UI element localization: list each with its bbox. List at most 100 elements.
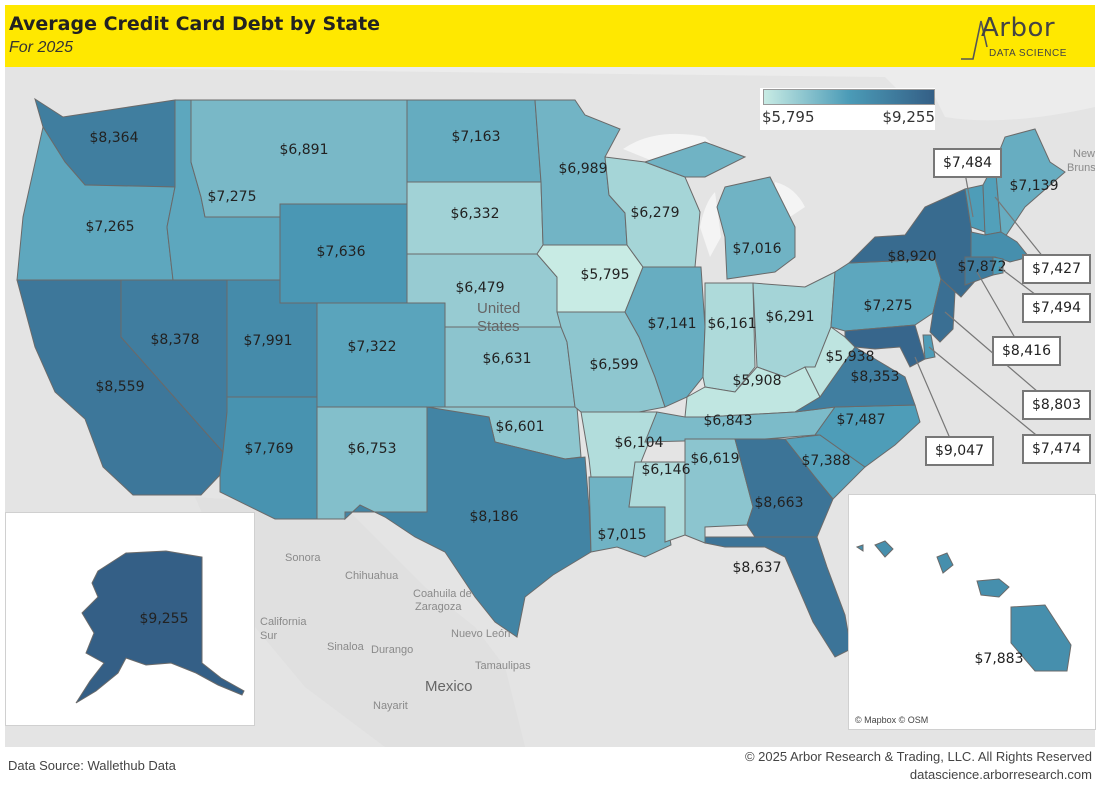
logo-subtitle: DATA SCIENCE	[989, 48, 1067, 59]
label-sinaloa: Sinaloa	[327, 641, 365, 653]
label-united-states-line1: United	[477, 300, 520, 317]
value-label-mi: $7,016	[733, 241, 782, 257]
label-chihuahua: Chihuahua	[345, 570, 399, 582]
title-banner: Average Credit Card Debt by State For 20…	[5, 5, 1095, 67]
value-label-fl: $8,637	[733, 560, 782, 576]
alaska-inset: $9,255	[5, 512, 255, 726]
place-labels: United States Sonora Chihuahua Coahuila …	[260, 148, 1095, 712]
callout-de: $7,474	[1022, 434, 1091, 464]
value-label-ny: $8,920	[888, 249, 937, 265]
state-hi-oahu[interactable]	[936, 552, 954, 574]
state-hi-big-island[interactable]	[1010, 604, 1072, 672]
state-tx[interactable]	[344, 406, 592, 638]
label-sonora: Sonora	[285, 552, 321, 564]
value-label-nm: $6,753	[348, 441, 397, 457]
lake-michigan	[700, 192, 721, 257]
value-label-pa: $7,275	[864, 298, 913, 314]
leader-line-de	[928, 346, 1053, 449]
website: datascience.arborresearch.com	[909, 767, 1092, 782]
value-label-ar: $6,104	[615, 435, 664, 451]
value-label-va: $8,353	[851, 369, 900, 385]
callout-vt: $7,484	[933, 148, 1002, 178]
value-label-ky: $5,908	[733, 373, 782, 389]
value-label-ia: $5,795	[581, 267, 630, 283]
states-layer	[16, 97, 1066, 658]
value-label-il: $7,141	[648, 316, 697, 332]
value-label-co: $7,322	[348, 339, 397, 355]
state-mi[interactable]	[643, 141, 796, 280]
state-ks[interactable]	[444, 326, 576, 408]
label-united-states: United States	[477, 300, 525, 335]
value-label-nv: $8,378	[151, 332, 200, 348]
value-label-ma: $7,872	[958, 259, 1007, 275]
value-labels: $8,364 $7,265 $8,559 $7,275 $8,378 $6,891 $7,6…	[86, 129, 1059, 576]
value-label-me: $7,139	[1010, 178, 1059, 194]
value-label-ut: $7,991	[244, 333, 293, 349]
state-md[interactable]	[844, 324, 926, 368]
value-label-mo: $6,599	[590, 357, 639, 373]
hawaii-inset: $7,883 © Mapbox © OSM	[848, 494, 1096, 730]
label-new-brunswick-2: Brunsw	[1067, 162, 1095, 174]
value-label-az: $7,769	[245, 441, 294, 457]
state-nj[interactable]	[929, 278, 956, 343]
copyright: © 2025 Arbor Research & Trading, LLC. Al…	[744, 749, 1092, 764]
state-hi-maui[interactable]	[976, 578, 1010, 598]
canada-land	[5, 67, 1095, 121]
value-label-id: $7,275	[208, 189, 257, 205]
value-label-wi: $6,279	[631, 205, 680, 221]
leader-line-md	[914, 356, 956, 451]
hawaii-map: $7,883	[855, 540, 1072, 672]
callout-md: $9,047	[925, 436, 994, 466]
value-label-hi: $7,883	[975, 651, 1024, 667]
us-map: United States Sonora Chihuahua Coahuila …	[5, 67, 1095, 747]
state-il[interactable]	[624, 266, 706, 408]
label-baja-2: Sur	[260, 630, 277, 642]
callout-ri: $7,494	[1022, 293, 1091, 323]
arbor-logo: Arbor DATA SCIENCE	[959, 13, 1069, 63]
value-label-ms: $6,146	[642, 462, 691, 478]
label-nayarit: Nayarit	[373, 700, 408, 712]
state-hi-kauai[interactable]	[874, 540, 894, 558]
state-sc[interactable]	[784, 434, 866, 500]
mexico-land	[195, 497, 525, 747]
lake-huron	[775, 182, 805, 217]
value-label-ak: $9,255	[140, 611, 189, 627]
value-label-tx: $8,186	[470, 509, 519, 525]
page-title: Average Credit Card Debt by State	[9, 13, 381, 35]
map-attribution[interactable]: © Mapbox © OSM	[855, 715, 929, 725]
legend-min-label: $5,795	[762, 108, 815, 126]
label-durango: Durango	[371, 644, 413, 656]
state-fl[interactable]	[704, 536, 852, 658]
value-label-ks: $6,631	[483, 351, 532, 367]
value-label-al: $6,619	[691, 451, 740, 467]
state-ri[interactable]	[992, 256, 1004, 276]
value-label-wv: $5,938	[826, 349, 875, 365]
value-label-nc: $7,487	[837, 412, 886, 428]
value-label-or: $7,265	[86, 219, 135, 235]
label-united-states-line2: States	[477, 318, 520, 335]
label-nuevo-leon: Nuevo León	[451, 628, 510, 640]
state-nm[interactable]	[316, 406, 428, 520]
value-label-ga: $8,663	[755, 495, 804, 511]
page-subtitle: For 2025	[9, 39, 74, 56]
value-label-oh: $6,291	[766, 309, 815, 325]
value-label-in: $6,161	[708, 316, 757, 332]
value-label-sc: $7,388	[802, 453, 851, 469]
value-label-ne: $6,479	[456, 280, 505, 296]
value-label-ok: $6,601	[496, 419, 545, 435]
label-baja-1: California	[260, 616, 307, 628]
callout-nj: $8,803	[1022, 390, 1091, 420]
legend-gradient	[763, 89, 935, 105]
data-source: Data Source: Wallethub Data	[8, 758, 176, 773]
label-coahuila-1: Coahuila de	[413, 588, 472, 600]
value-label-wa: $8,364	[90, 130, 139, 146]
value-label-tn: $6,843	[704, 413, 753, 429]
value-label-mn: $6,989	[559, 161, 608, 177]
callout-nh: $7,427	[1022, 254, 1091, 284]
label-tamaulipas: Tamaulipas	[475, 660, 531, 672]
label-coahuila-2: Zaragoza	[415, 601, 462, 613]
state-ak[interactable]	[75, 550, 245, 704]
state-co[interactable]	[316, 302, 446, 408]
state-hi-islet[interactable]	[855, 544, 864, 552]
value-label-wy: $7,636	[317, 244, 366, 260]
